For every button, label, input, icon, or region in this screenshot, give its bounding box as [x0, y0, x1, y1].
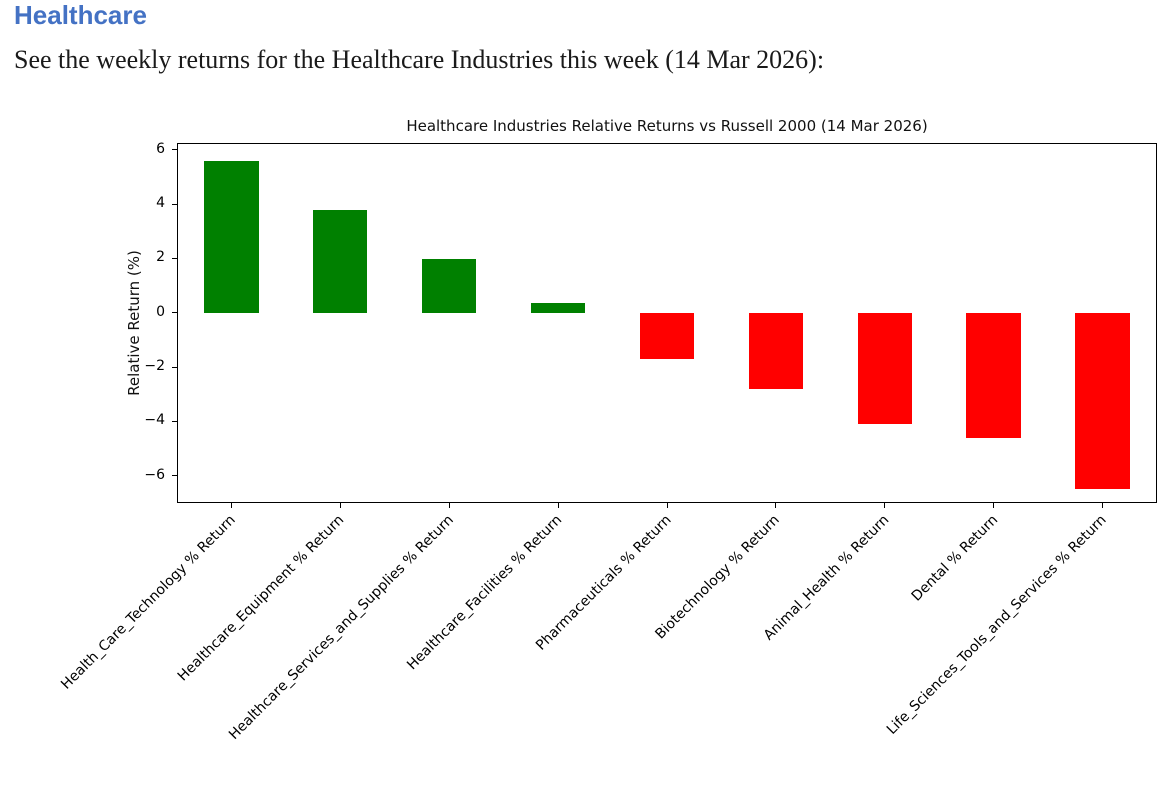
chart-title: Healthcare Industries Relative Returns v… — [406, 117, 928, 135]
x-tick-label: Health_Care_Technology % Return — [58, 512, 239, 693]
x-tick-mark — [884, 503, 886, 508]
y-tick-mark — [172, 420, 177, 422]
y-tick-label: −2 — [144, 358, 165, 375]
x-tick-mark — [775, 503, 777, 508]
bar — [313, 209, 368, 313]
page-title: Healthcare — [14, 0, 147, 30]
y-tick-mark — [172, 257, 177, 259]
bar — [204, 160, 259, 313]
plot-area — [177, 143, 1157, 503]
y-tick-mark — [172, 312, 177, 314]
y-tick-label: 4 — [156, 195, 165, 212]
x-tick-mark — [1102, 503, 1104, 508]
x-tick-label: Life_Sciences_Tools_and_Services % Retur… — [884, 512, 1110, 738]
x-tick-mark — [230, 503, 232, 508]
bar — [639, 312, 695, 359]
bar — [857, 312, 912, 425]
x-tick-mark — [557, 503, 559, 508]
y-tick-label: 6 — [156, 140, 165, 157]
y-tick-mark — [172, 203, 177, 205]
x-tick-mark — [993, 503, 995, 508]
bar — [748, 312, 804, 389]
y-tick-mark — [172, 475, 177, 477]
y-tick-label: 2 — [156, 249, 165, 266]
x-tick-label: Animal_Health % Return — [760, 512, 893, 644]
bar — [422, 258, 477, 313]
y-tick-label: 0 — [156, 303, 165, 320]
x-tick-label: Healthcare_Services_and_Supplies % Retur… — [225, 512, 457, 743]
y-tick-mark — [172, 149, 177, 151]
intro-text: See the weekly returns for the Healthcar… — [14, 45, 825, 74]
bar — [1075, 312, 1130, 490]
x-tick-mark — [448, 503, 450, 508]
x-tick-mark — [666, 503, 668, 508]
x-tick-label: Biotechnology % Return — [652, 512, 784, 643]
bar — [530, 303, 586, 313]
figure: Healthcare Industries Relative Returns v… — [0, 110, 1176, 804]
bar — [966, 312, 1021, 438]
y-tick-label: −6 — [144, 466, 165, 483]
x-tick-label: Dental % Return — [908, 512, 1001, 605]
y-tick-label: −4 — [144, 412, 165, 429]
x-tick-mark — [339, 503, 341, 508]
y-tick-mark — [172, 366, 177, 368]
